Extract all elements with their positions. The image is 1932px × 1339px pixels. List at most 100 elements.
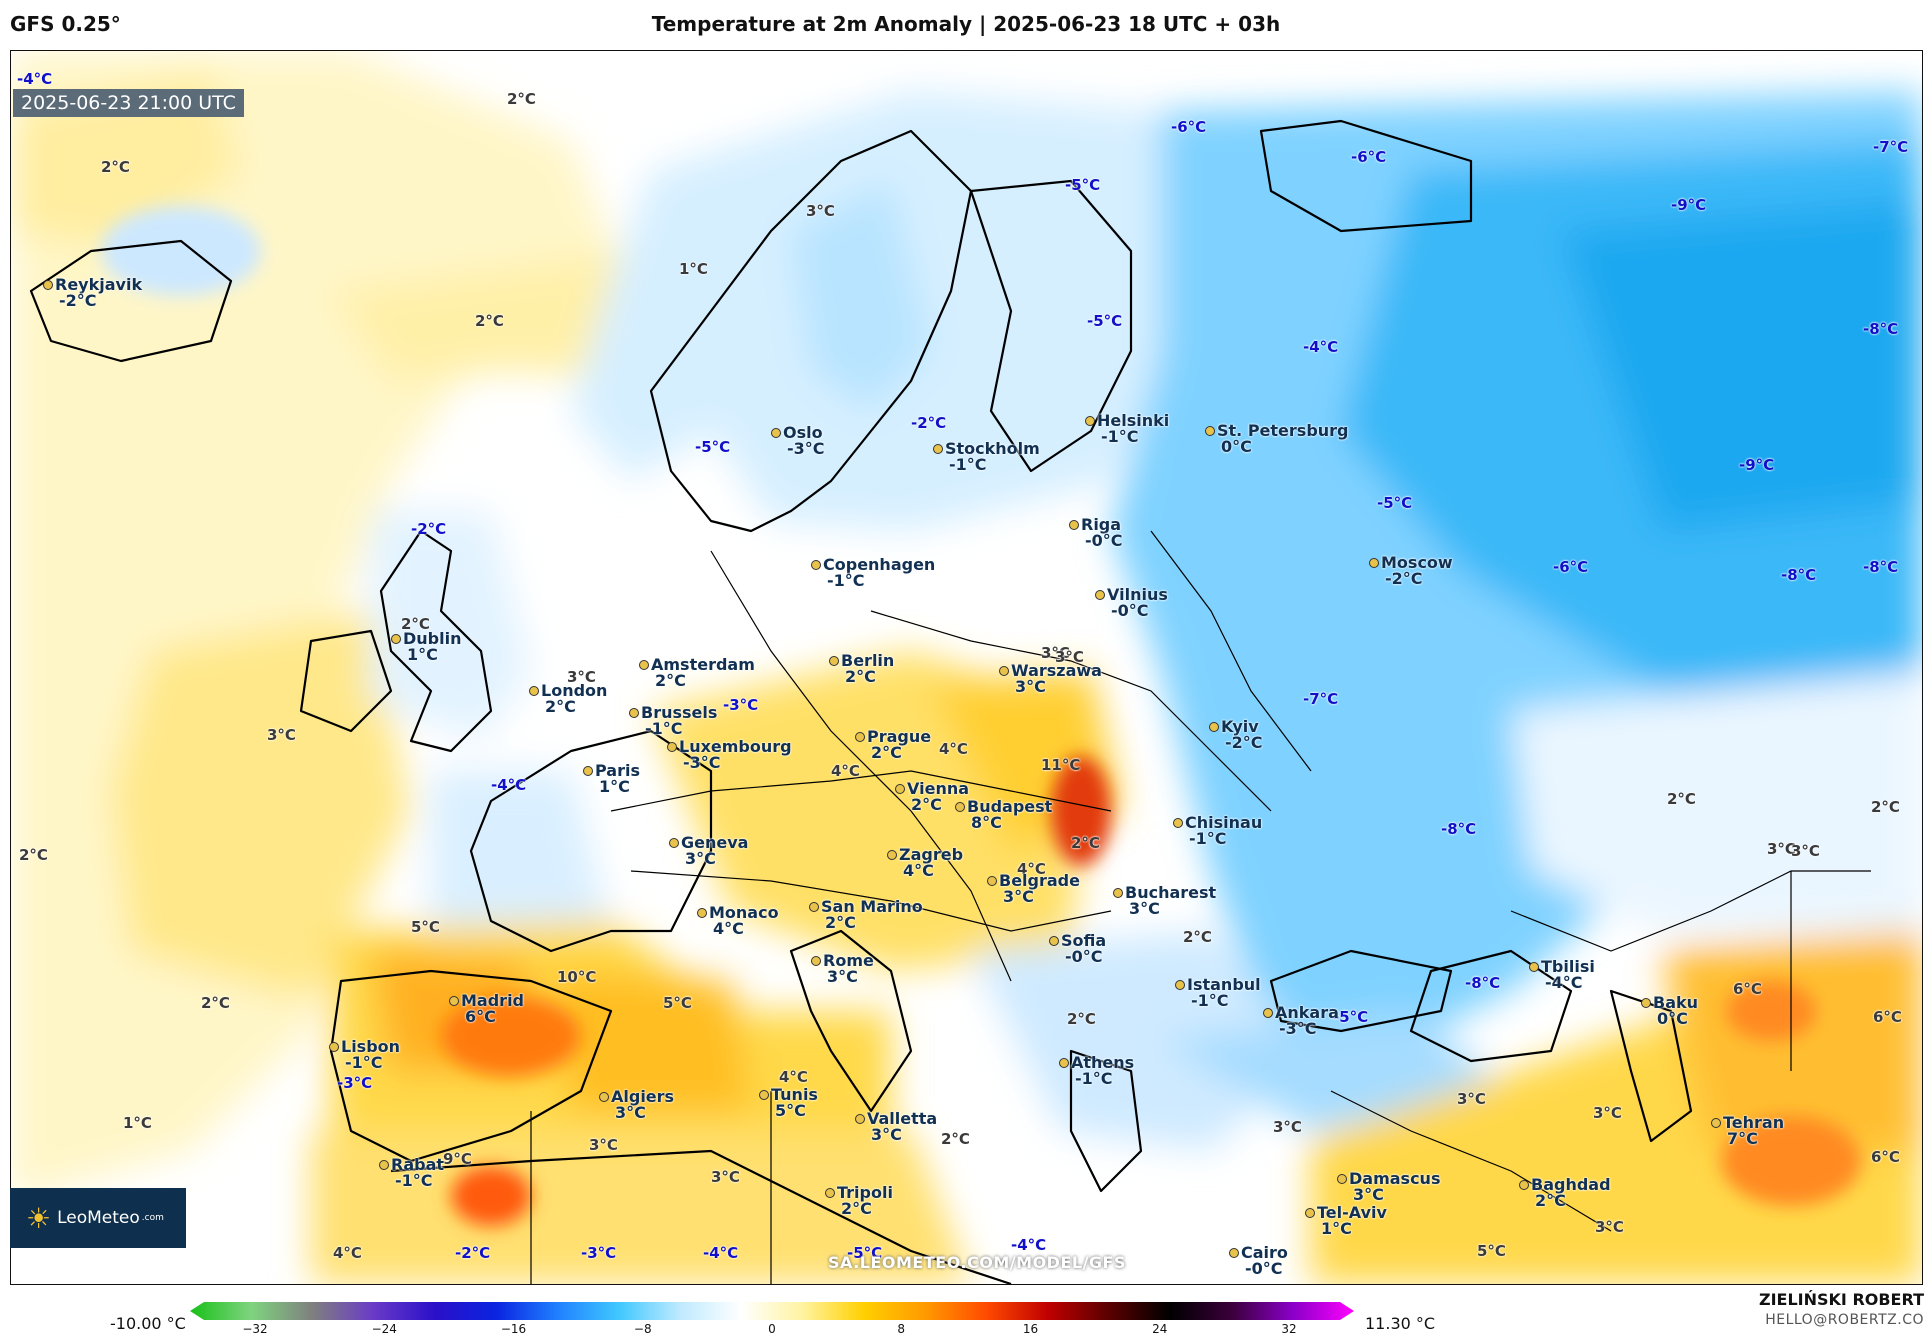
anomaly-label: 2°C [941,1130,970,1148]
city-value: 3°C [685,849,716,868]
anomaly-label: 3°C [711,1168,740,1186]
city-value: 1°C [599,777,630,796]
city-marker[interactable]: Tunis 5°C [759,1087,818,1119]
anomaly-label: 3°C [1595,1218,1624,1236]
city-value: 3°C [827,967,858,986]
city-marker[interactable]: Tehran 7°C [1711,1113,1785,1147]
city-marker[interactable]: Riga -0°C [1069,517,1123,549]
city-marker[interactable]: Chisinau -1°C [1173,813,1263,847]
city-marker[interactable]: Algiers 3°C [599,1089,674,1121]
model-name: GFS 0.25° [10,12,121,36]
city-marker[interactable]: Valletta 3°C [855,1109,938,1143]
anomaly-label: -5°C [1333,1008,1369,1026]
anomaly-label: 4°C [831,762,860,780]
colorbar-tick-label: 0 [768,1322,776,1336]
city-name: Brussels [641,703,718,722]
anomaly-label: -6°C [1171,118,1207,136]
city-value: 2°C [845,667,876,686]
city-marker[interactable]: Warszawa 3°C [999,663,1102,695]
anomaly-label: -7°C [1873,138,1909,156]
anomaly-label: -2°C [455,1244,491,1262]
city-marker[interactable]: Athens -1°C [1059,1053,1135,1087]
city-marker[interactable]: Bucharest 3°C [1113,885,1216,918]
city-marker[interactable]: Luxembourg -3°C [667,737,792,771]
colorbar-max-label: 11.30 °C [1365,1314,1436,1333]
city-marker[interactable]: Rome 3°C [811,953,874,986]
anomaly-label: 4°C [939,740,968,758]
anomaly-label: 10°C [557,968,597,986]
city-marker[interactable]: Oslo -3°C [771,423,825,457]
city-marker[interactable]: Dublin 1°C [391,631,461,663]
city-marker[interactable]: Ankara -3°C [1263,1005,1339,1038]
city-marker[interactable]: Moscow -2°C [1369,553,1453,587]
city-marker[interactable]: Lisbon -1°C [329,1039,400,1072]
anomaly-label: -2°C [911,414,947,432]
anomaly-label: 2°C [201,994,230,1012]
watermark-url: SA.LEOMETEO.COM/MODEL/GFS [828,1253,1126,1272]
colorbar-tick-label: 16 [1022,1322,1039,1336]
anomaly-label: 2°C [401,615,430,633]
city-value: -1°C [345,1053,383,1072]
city-marker[interactable]: Vienna 2°C [895,779,970,813]
city-marker[interactable]: Geneva 3°C [669,835,748,868]
city-marker[interactable]: Monaco 4°C [697,903,779,937]
anomaly-label: -8°C [1863,320,1899,338]
anomaly-label: -3°C [337,1074,373,1092]
author-email[interactable]: HELLO@ROBERTZ.CO [1765,1312,1924,1328]
city-name: Monaco [709,903,779,922]
colorbar-ticks: −32 −24 −16 −8 0 8 16 24 32 [200,1322,1344,1338]
city-name: Vienna [907,779,970,798]
city-name: Istanbul [1187,975,1261,994]
city-marker[interactable]: Reykjavik -2°C [43,277,142,309]
city-name: Valletta [867,1109,938,1128]
city-marker[interactable]: Helsinki -1°C [1085,413,1169,446]
anomaly-map[interactable]: 2025-06-23 21:00 UTC -4°C 2°C 2°C 1°C 2°… [10,50,1923,1285]
anomaly-label: -6°C [1351,148,1387,166]
anomaly-label: 6°C [1733,980,1762,998]
city-marker[interactable]: Istanbul -1°C [1175,975,1261,1009]
anomaly-label: 3°C [1041,644,1070,662]
city-marker[interactable]: Paris 1°C [583,763,640,796]
city-marker[interactable]: Copenhagen -1°C [811,557,935,589]
city-marker[interactable]: Tripoli 2°C [825,1185,893,1217]
city-marker[interactable]: Baku 0°C [1641,995,1698,1027]
city-marker[interactable]: London 2°C [529,683,607,715]
city-value: -3°C [1279,1019,1317,1038]
city-marker[interactable]: Brussels -1°C [629,703,718,737]
city-marker[interactable]: Damascus 3°C [1337,1171,1440,1203]
city-marker[interactable]: Tel-Aviv 1°C [1305,1205,1387,1237]
anomaly-label: -3°C [581,1244,617,1262]
city-name: Athens [1071,1053,1135,1072]
city-marker[interactable]: St. Petersburg 0°C [1205,423,1349,455]
city-marker[interactable]: Budapest 8°C [955,799,1052,831]
anomaly-label: 5°C [411,918,440,936]
city-marker[interactable]: Amsterdam 2°C [639,657,755,689]
leometeo-logo[interactable]: ☀ LeoMeteo .com [10,1188,186,1248]
city-marker[interactable]: Tbilisi -4°C [1529,959,1595,991]
city-marker[interactable]: Cairo -0°C [1229,1245,1288,1277]
city-name: Moscow [1381,553,1453,572]
city-value: 3°C [1129,899,1160,918]
city-marker[interactable]: Baghdad 2°C [1519,1177,1611,1209]
anomaly-label: -5°C [1087,312,1123,330]
city-marker[interactable]: Prague 2°C [855,727,932,761]
city-marker[interactable]: Rabat -1°C [379,1157,444,1189]
city-name: Tehran [1723,1113,1785,1132]
city-marker[interactable]: Belgrade 3°C [987,873,1080,905]
city-marker[interactable]: Zagreb 4°C [887,847,963,879]
city-marker[interactable]: Berlin 2°C [829,653,894,686]
city-name: Luxembourg [679,737,792,756]
city-name: Oslo [783,423,823,442]
city-marker[interactable]: San Marino 2°C [809,899,923,931]
valid-time-stamp: 2025-06-23 21:00 UTC [13,89,244,117]
city-name: Prague [867,727,932,746]
colorbar-min-label: -10.00 °C [110,1314,186,1333]
city-marker[interactable]: Kyiv -2°C [1209,719,1263,751]
city-value: -1°C [1101,427,1139,446]
city-marker[interactable]: Sofia -0°C [1049,933,1106,965]
city-name: Chisinau [1185,813,1263,832]
city-marker[interactable]: Vilnius -0°C [1095,587,1168,619]
colorbar: -10.00 °C −32 −24 −16 −8 0 8 16 24 32 11.30 °C [0,1292,1932,1339]
city-marker[interactable]: Madrid 6°C [449,993,524,1025]
city-marker[interactable]: Stockholm -1°C [933,441,1040,473]
